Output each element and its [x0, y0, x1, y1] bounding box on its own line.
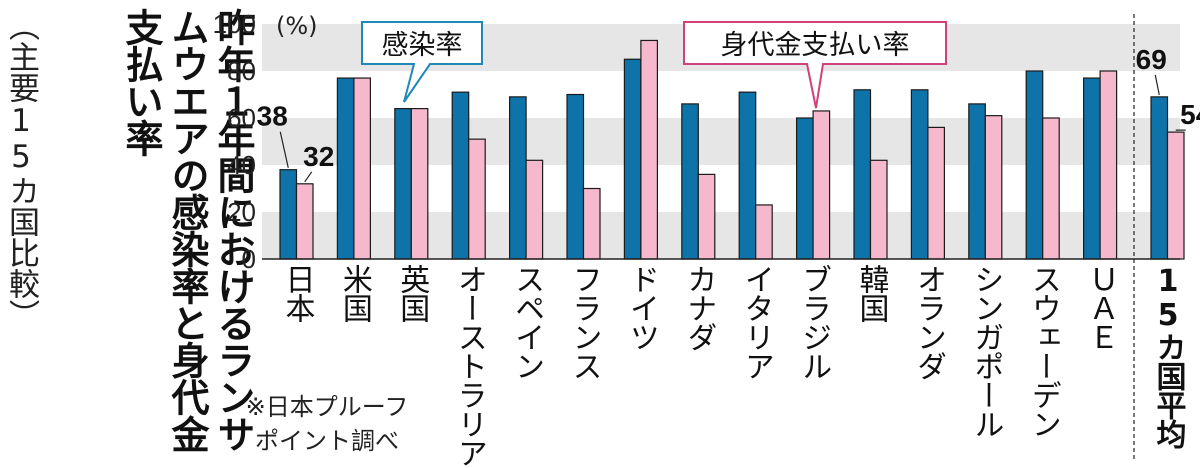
bar-payment: [295, 183, 314, 260]
bar-payment: [525, 159, 544, 260]
bar-payment: [640, 39, 659, 260]
bar-payment: [1166, 131, 1185, 260]
category-label: 英国: [394, 264, 430, 322]
bar-infection: [623, 58, 642, 260]
category-label: イタリア: [738, 264, 774, 380]
legend-infection-text: 感染率: [382, 30, 463, 61]
source-note: ※日本プルーフ ポイント調べ: [222, 390, 432, 458]
bar-payment: [353, 77, 371, 260]
bar-payment: [869, 159, 888, 260]
bar-payment: [755, 204, 773, 260]
y-tick-label: 60: [227, 103, 256, 133]
legend-infection-box: [361, 21, 483, 103]
category-label: 米国: [336, 264, 372, 322]
bar-payment: [927, 126, 946, 260]
category-label: フランス: [566, 264, 602, 380]
category-label: ブラジル: [796, 264, 832, 380]
chart-title: 昨年１年間におけるランサムウエアの感染率と身代金支払い率: [119, 8, 255, 452]
bar-payment: [468, 138, 486, 260]
category-label: ＵＡＥ: [1083, 264, 1119, 351]
category-label: ドイツ: [623, 264, 659, 351]
bar-infection: [738, 91, 757, 260]
category-label: シンガポール: [968, 264, 1004, 438]
category-label: スペイン: [509, 264, 545, 380]
bar-infection: [853, 89, 872, 260]
y-tick-label: 100: [213, 9, 256, 39]
bar-infection: [451, 91, 470, 260]
y-axis-unit: (%): [276, 12, 318, 40]
y-tick-label: 80: [227, 56, 256, 86]
chart-subtitle: （主要15カ国比較）: [3, 10, 39, 330]
data-label: 54: [1180, 99, 1200, 130]
bar-infection: [681, 103, 699, 260]
data-label-leader: [279, 131, 289, 168]
data-label-leader: [304, 171, 313, 183]
bar-payment: [697, 173, 716, 260]
bar-infection: [1025, 70, 1044, 260]
y-tick-label: 0: [242, 244, 256, 274]
source-line-2: ポイント調べ: [255, 427, 399, 455]
data-label: 32: [303, 141, 334, 172]
y-tick-label: 20: [227, 197, 256, 227]
bar-payment: [582, 187, 601, 260]
category-label: カナダ: [681, 264, 717, 351]
bar-infection: [1150, 96, 1169, 260]
category-label: 15カ国平均: [1150, 264, 1186, 448]
bar-infection: [1082, 77, 1101, 260]
data-label-leader: [1154, 74, 1160, 95]
bar-infection: [509, 96, 527, 260]
y-tick-label: 40: [227, 150, 256, 180]
bar-infection: [910, 89, 929, 260]
category-label: 韓国: [853, 264, 889, 322]
category-label: 日本: [279, 264, 315, 322]
bar-infection: [968, 103, 986, 260]
category-label: スウェーデン: [1025, 264, 1061, 438]
bar-payment: [984, 115, 1003, 260]
legend-payment-box: [683, 21, 947, 109]
data-label: 69: [1136, 44, 1167, 75]
bar-infection: [279, 169, 298, 260]
data-label: 38: [257, 101, 288, 132]
bar-infection: [795, 117, 814, 260]
bar-infection: [566, 93, 585, 260]
bar-payment: [1099, 70, 1118, 260]
source-line-1: ※日本プルーフ: [245, 393, 409, 421]
bar-infection: [394, 107, 412, 260]
bar-payment: [812, 110, 831, 260]
bar-payment: [1042, 117, 1060, 260]
legend-payment-text: 身代金支払い率: [721, 30, 910, 61]
bar-payment: [410, 107, 429, 260]
bar-infection: [336, 77, 355, 260]
category-label: オランダ: [910, 264, 946, 380]
category-label: オーストラリア: [451, 264, 487, 467]
